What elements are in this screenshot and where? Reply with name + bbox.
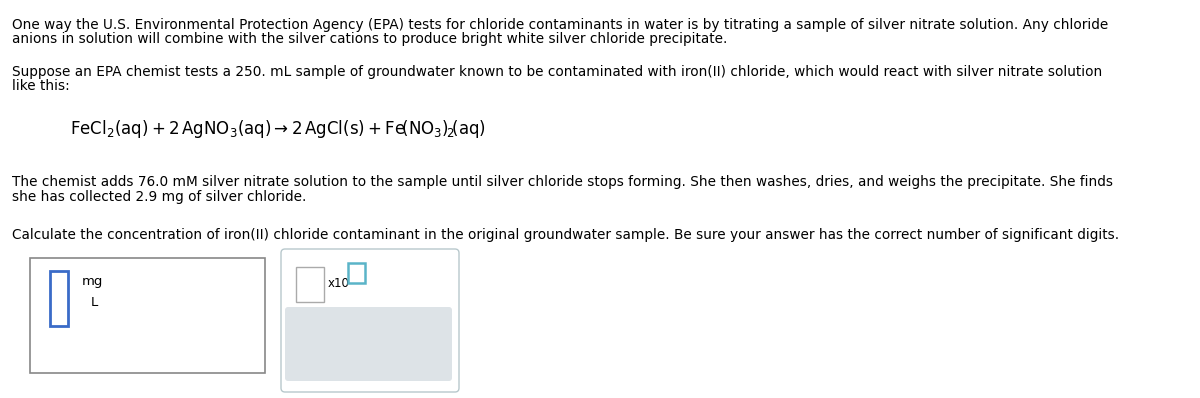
Text: anions in solution will combine with the silver cations to produce bright white : anions in solution will combine with the…: [12, 33, 727, 47]
Text: One way the U.S. Environmental Protection Agency (EPA) tests for chloride contam: One way the U.S. Environmental Protectio…: [12, 18, 1109, 32]
Text: L: L: [91, 296, 98, 309]
Text: The chemist adds 76.0 mM silver nitrate solution to the sample until silver chlo: The chemist adds 76.0 mM silver nitrate …: [12, 175, 1114, 189]
Text: Suppose an EPA chemist tests a 250. mL sample of groundwater known to be contami: Suppose an EPA chemist tests a 250. mL s…: [12, 65, 1103, 79]
Bar: [348, 263, 365, 283]
Text: ×: ×: [319, 350, 335, 368]
Text: mg: mg: [82, 275, 103, 288]
Text: ↺: ↺: [406, 350, 420, 368]
Text: $\mathrm{FeCl_2(aq) + 2\,AgNO_3(aq) \rightarrow 2\,AgCl(s) + Fe\!\left(NO_3\righ: $\mathrm{FeCl_2(aq) + 2\,AgNO_3(aq) \rig…: [70, 118, 486, 140]
Text: like this:: like this:: [12, 80, 70, 94]
FancyBboxPatch shape: [286, 307, 452, 381]
Bar: [296, 267, 324, 302]
Text: she has collected 2.9 mg of silver chloride.: she has collected 2.9 mg of silver chlor…: [12, 189, 306, 203]
Bar: [50, 271, 68, 326]
Bar: [30, 258, 265, 373]
Text: x10: x10: [328, 277, 350, 290]
Text: Calculate the concentration of iron(II) chloride contaminant in the original gro: Calculate the concentration of iron(II) …: [12, 228, 1120, 242]
FancyBboxPatch shape: [281, 249, 458, 392]
